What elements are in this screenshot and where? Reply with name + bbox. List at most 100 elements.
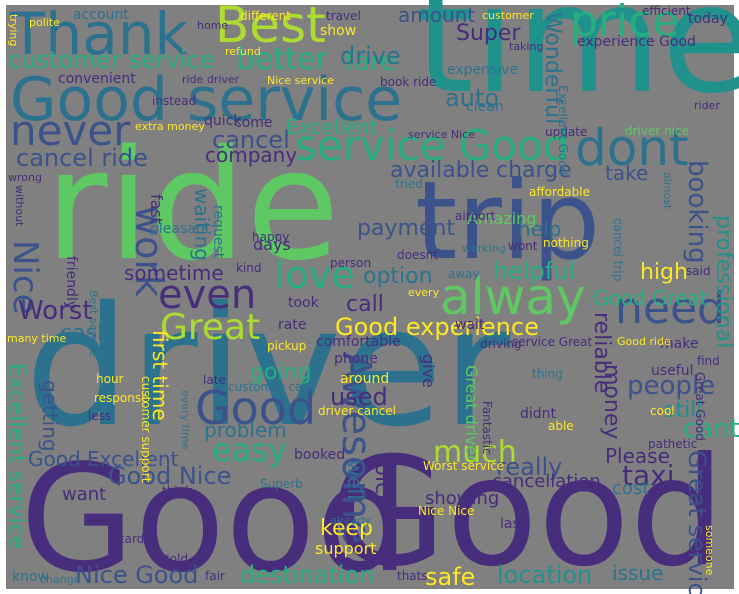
word-showing: showing — [425, 488, 500, 509]
word-comfortable: comfortable — [316, 334, 401, 350]
word-booking: booking — [682, 160, 712, 264]
word-cancel-trip: cancel trip — [611, 218, 625, 282]
word-fantastic: Fantastic — [480, 401, 494, 455]
word-away: away — [448, 267, 480, 281]
word-cost: cost — [612, 478, 650, 499]
word-issue: issue — [612, 561, 664, 585]
word-amount: amount — [398, 3, 476, 27]
word-happy: happy — [252, 230, 290, 244]
word-excellent-service: Excellent service — [4, 363, 29, 550]
word-company: company — [205, 143, 298, 167]
word-know: know — [12, 569, 49, 585]
word-didnt: didnt — [520, 406, 557, 422]
word-home: home — [197, 19, 229, 32]
word-today: today — [688, 11, 728, 27]
word-dont: dont — [575, 119, 689, 177]
word-service-good: service Good — [295, 121, 570, 170]
word-worst-1: Worst — [18, 296, 93, 326]
word-good-3: Good — [195, 381, 317, 435]
word-wont: wont — [508, 239, 538, 253]
word-almost: almost — [661, 172, 674, 210]
word-expensive: expensive — [447, 62, 519, 78]
word-efficient: efficient — [642, 4, 691, 18]
word-convenient: convenient — [58, 71, 136, 87]
word-polite: polite — [29, 16, 60, 29]
word-friendly: friendly — [63, 256, 79, 310]
word-said: said — [686, 264, 711, 278]
word-location: location — [497, 561, 593, 589]
word-think: think — [162, 484, 193, 498]
word-really: really — [496, 453, 563, 481]
word-customer-service: customer service — [8, 46, 215, 74]
word-auto: auto — [445, 84, 500, 112]
word-driving: driving — [480, 337, 522, 351]
word-getting: getting — [38, 380, 62, 452]
word-travel: travel — [326, 9, 361, 23]
word-great-good: Great Good — [693, 372, 707, 441]
word-need: need — [615, 283, 725, 334]
word-come: come — [234, 115, 273, 131]
word-thing: thing — [532, 367, 563, 381]
word-used: used — [330, 383, 388, 411]
word-excellent-good: Excellent Good — [556, 85, 570, 176]
word-money: money — [599, 364, 624, 440]
word-helpful: helpful — [493, 257, 576, 285]
word-different: different — [240, 9, 291, 23]
word-drive: drive — [340, 42, 401, 70]
word-hour: hour — [96, 372, 124, 386]
word-rider: rider — [694, 99, 720, 112]
word-refund: refund — [225, 45, 261, 58]
word-customer: customer — [482, 9, 534, 22]
word-quick: quick — [204, 113, 242, 129]
word-phone: phone — [334, 351, 378, 367]
word-wait: wait — [455, 317, 485, 333]
word-service-great: service Great — [512, 335, 593, 349]
word-customer-care: customer care — [228, 380, 315, 394]
word-driver: driver — [25, 271, 511, 463]
word-airport: airport — [455, 209, 496, 223]
word-first-time: first time — [148, 330, 172, 421]
word-problem: problem — [204, 418, 287, 442]
word-every: every — [408, 286, 440, 299]
word-many-time: many time — [7, 332, 67, 345]
word-even: even — [158, 272, 257, 318]
word-great-driver: Great driver — [462, 365, 481, 462]
word-good-service: Good service — [10, 65, 402, 135]
word-pathetic: pathetic — [648, 437, 698, 451]
word-good-nice: Good Nice — [108, 462, 232, 490]
word-going: going — [250, 360, 312, 385]
word-request: request — [210, 205, 226, 259]
word-trying: trying — [7, 14, 20, 47]
word-update: update — [545, 125, 588, 139]
word-good-excellent: Good Excellent — [28, 447, 179, 471]
word-ride-driver: ride driver — [182, 73, 240, 86]
word-driver-nice: driver nice — [625, 124, 690, 138]
word-already: already — [330, 514, 372, 527]
word-doesnt: doesnt — [397, 248, 438, 262]
word-tried: tried — [395, 177, 423, 191]
word-cancel: cancel — [212, 126, 290, 154]
word-cant: cant — [683, 414, 739, 444]
word-booked: booked — [294, 447, 346, 463]
word-customer-support: customer support — [139, 376, 153, 483]
word-good-experience: Good experience — [335, 313, 539, 341]
word-book-ride: book ride — [380, 75, 437, 89]
word-service-nice: service Nice — [408, 128, 475, 141]
word-super: Super — [456, 21, 521, 46]
word-price: price — [570, 0, 680, 47]
word-last: last — [500, 516, 526, 532]
word-excellent-1: Excellent — [286, 115, 378, 139]
word-give: give — [419, 354, 438, 388]
word-instead: instead — [152, 94, 197, 108]
word-much: much — [433, 435, 517, 470]
word-worst-service: Worst service — [423, 459, 505, 473]
word-working: working — [462, 242, 506, 255]
word-superb: Superb — [260, 477, 303, 491]
word-good-great: Good Great — [593, 286, 708, 310]
word-nice-service: Nice service — [267, 74, 334, 87]
word-able: able — [548, 419, 574, 433]
word-option: option — [363, 264, 433, 289]
word-someone: someone — [703, 525, 716, 576]
word-show: show — [320, 23, 357, 39]
word-wrong: wrong — [8, 171, 42, 184]
